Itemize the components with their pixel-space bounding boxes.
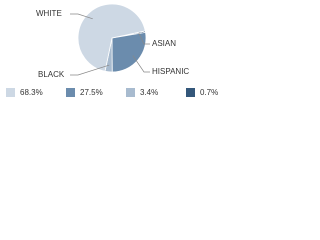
legend-swatch	[66, 88, 75, 97]
slice-label: ASIAN	[152, 39, 176, 48]
legend-label: 0.7%	[200, 88, 218, 97]
chart: WHITE HISPANIC BLACK ASIAN 68.3% 27.5% 3.4% 0.7…	[6, 3, 218, 97]
slice-label: WHITE	[36, 9, 62, 18]
legend-swatch	[186, 88, 195, 97]
slice-label: HISPANIC	[152, 67, 189, 76]
leader-line	[70, 13, 93, 20]
leader-line	[138, 32, 150, 45]
pie-slice	[77, 3, 146, 72]
legend-label: 27.5%	[80, 88, 103, 97]
legend-swatch	[126, 88, 135, 97]
legend-swatch	[6, 88, 15, 97]
slice-label: BLACK	[38, 70, 65, 79]
leader-line	[70, 64, 110, 76]
legend-label: 68.3%	[20, 88, 43, 97]
leader-line	[132, 55, 150, 73]
legend-label: 3.4%	[140, 88, 158, 97]
pie-slice	[111, 31, 147, 73]
